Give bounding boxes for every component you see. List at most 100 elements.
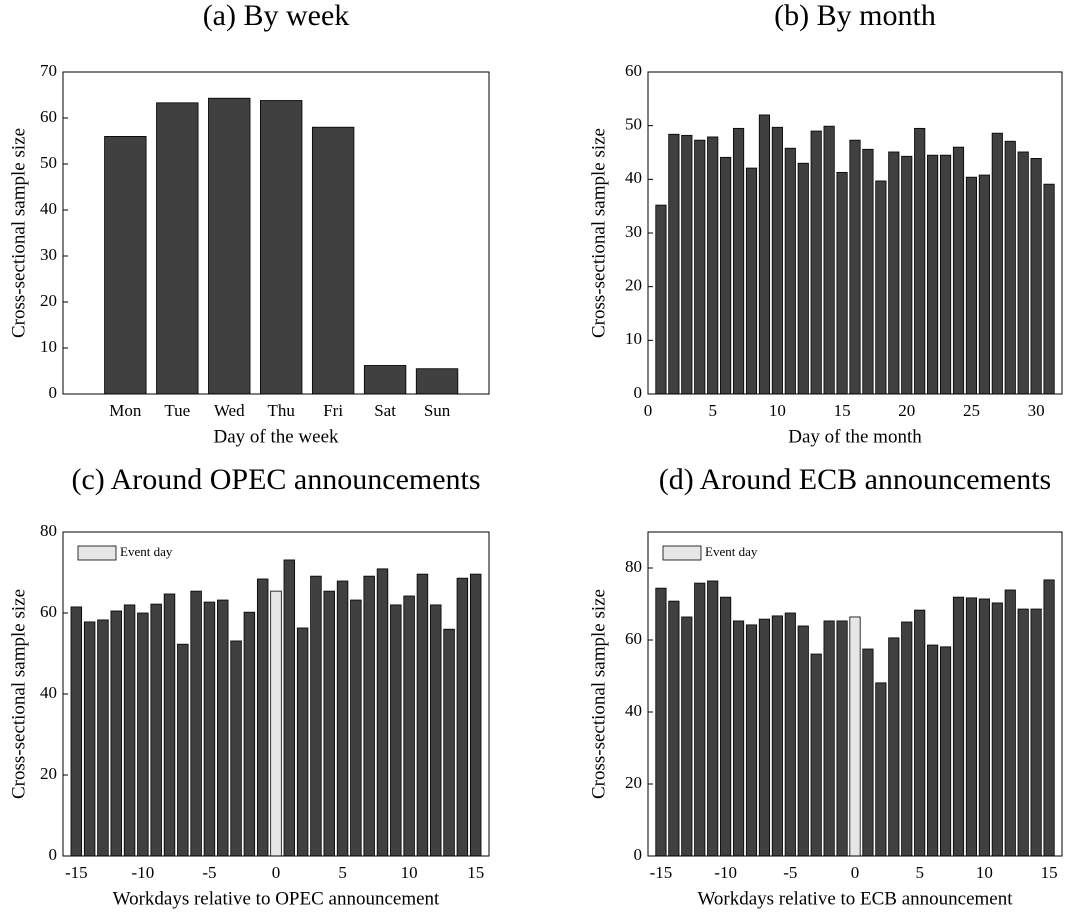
y-tick-label: 50 xyxy=(40,153,57,172)
axes-frame xyxy=(62,71,490,395)
bar xyxy=(927,644,939,857)
x-tick-label: Sat xyxy=(374,401,396,420)
bar xyxy=(758,114,771,395)
bar xyxy=(771,615,783,857)
bar xyxy=(336,580,349,857)
x-tick-label: 15 xyxy=(834,401,851,420)
legend-swatch xyxy=(77,545,117,561)
y-axis-label: Cross-sectional sample size xyxy=(588,589,609,799)
bar xyxy=(270,590,282,857)
y-tick-label: 60 xyxy=(40,602,57,621)
y-tick-label: 70 xyxy=(40,61,57,80)
bar xyxy=(888,637,900,857)
chart-title: (b) By month xyxy=(774,0,936,32)
x-tick-label: 0 xyxy=(644,401,653,420)
subplot: (a) By week Day of the week Cross-sectiona… xyxy=(8,0,490,447)
y-tick-label: 10 xyxy=(625,329,642,348)
x-tick-label: Mon xyxy=(109,401,142,420)
y-tick-label: 20 xyxy=(625,276,642,295)
y-axis-label: Cross-sectional sample size xyxy=(588,128,609,338)
y-tick-label: 0 xyxy=(49,383,58,402)
bar xyxy=(208,97,251,395)
bar xyxy=(849,139,861,395)
bar xyxy=(823,620,835,857)
bar xyxy=(784,147,796,395)
bar xyxy=(655,587,667,857)
bar xyxy=(836,620,848,857)
bar xyxy=(732,127,745,395)
y-tick-label: 40 xyxy=(625,701,642,720)
bar xyxy=(720,596,732,857)
axes-frame xyxy=(647,71,1063,395)
y-tick-label: 40 xyxy=(40,683,57,702)
axes-frame xyxy=(62,531,490,857)
bar xyxy=(416,573,429,857)
legend-label: Event day xyxy=(120,544,173,559)
bar xyxy=(732,620,745,857)
bar xyxy=(70,606,83,857)
bar xyxy=(875,682,887,857)
bar xyxy=(83,621,96,857)
bar xyxy=(720,156,732,395)
bar xyxy=(310,575,322,857)
bar xyxy=(1004,589,1016,857)
bar xyxy=(681,616,693,857)
bar xyxy=(707,136,719,395)
bar xyxy=(1017,151,1029,395)
x-tick-label: -15 xyxy=(650,863,673,882)
bar xyxy=(668,600,680,857)
y-tick-label: 0 xyxy=(634,383,643,402)
y-tick-label: 30 xyxy=(625,222,642,241)
x-tick-label: 25 xyxy=(963,401,980,420)
x-tick-label: -10 xyxy=(714,863,737,882)
y-tick-label: 80 xyxy=(625,557,642,576)
bar xyxy=(849,616,861,857)
bar xyxy=(914,609,926,857)
x-tick-label: 10 xyxy=(769,401,786,420)
bar xyxy=(1030,608,1042,857)
bar xyxy=(875,180,887,395)
bar xyxy=(655,204,667,395)
x-tick-label: Fri xyxy=(323,401,343,420)
x-tick-label: 10 xyxy=(401,863,418,882)
y-tick-label: 10 xyxy=(40,337,57,356)
bar xyxy=(862,648,874,857)
bar xyxy=(376,568,389,857)
bar xyxy=(97,619,109,857)
bar xyxy=(668,133,680,395)
bar xyxy=(888,151,900,395)
bar xyxy=(311,126,355,395)
bar xyxy=(230,640,242,857)
bar xyxy=(296,627,309,857)
x-axis-label: Workdays relative to ECB announcement xyxy=(697,888,1013,909)
bar xyxy=(810,653,822,857)
x-tick-label: 30 xyxy=(1028,401,1045,420)
y-tick-label: 40 xyxy=(40,199,57,218)
bar xyxy=(952,596,965,857)
bar xyxy=(771,126,783,395)
bar xyxy=(256,578,269,857)
bar xyxy=(260,100,303,395)
bar xyxy=(350,599,362,857)
x-tick-label: 5 xyxy=(915,863,924,882)
bar xyxy=(283,559,296,857)
bar xyxy=(415,368,459,395)
bar xyxy=(104,135,147,395)
subplot: (d) Around ECB announcements Workdays rel… xyxy=(588,463,1063,909)
bar xyxy=(123,604,136,857)
y-tick-label: 40 xyxy=(625,168,642,187)
subplot: (c) Around OPEC announcements Workdays re… xyxy=(8,463,490,909)
bar xyxy=(707,580,719,857)
bar xyxy=(978,598,990,857)
x-tick-label: 0 xyxy=(272,863,281,882)
y-axis-label: Cross-sectional sample size xyxy=(8,128,29,338)
bar xyxy=(243,611,256,857)
bar xyxy=(403,595,415,857)
bar xyxy=(156,102,199,395)
x-tick-label: -5 xyxy=(202,863,216,882)
x-axis-label: Workdays relative to OPEC announcement xyxy=(113,888,440,909)
bar xyxy=(1017,608,1029,857)
bar xyxy=(163,593,176,857)
bar xyxy=(1043,183,1055,395)
